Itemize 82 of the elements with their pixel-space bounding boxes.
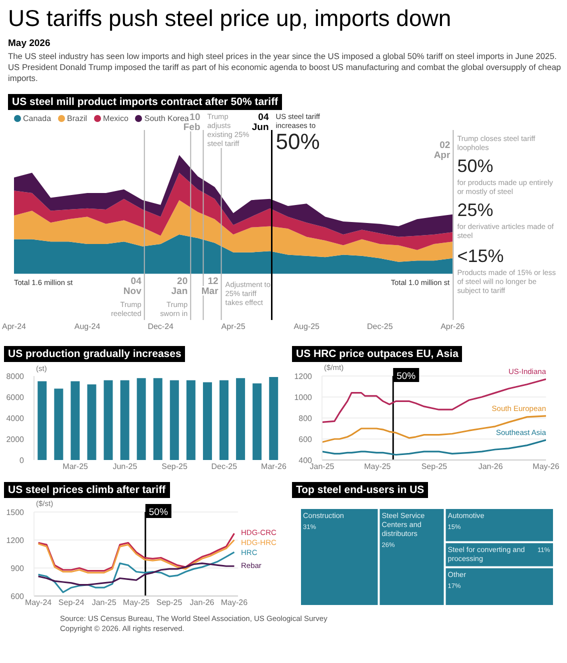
y-tick-label: 400 [298, 456, 313, 465]
y-tick-label: 1000 [294, 393, 313, 402]
text: Top steel end-users in US [292, 482, 428, 498]
line-series [37, 539, 236, 574]
y-tick-label: 2000 [6, 435, 25, 444]
x-tick-label: May-26 [532, 462, 560, 471]
text: 50% [457, 156, 494, 176]
x-tick-label: Jun-25 [112, 462, 138, 471]
bar [220, 380, 229, 460]
bar [120, 380, 130, 460]
y-tick-label: 1200 [6, 536, 25, 545]
x-tick-label: Apr-25 [221, 322, 246, 331]
bar [70, 381, 80, 460]
bar [236, 378, 246, 460]
y-tick-label: 1500 [6, 508, 25, 517]
x-tick-label: Apr-26 [440, 322, 466, 331]
y-tick-label: 1200 [294, 372, 313, 381]
line-series [37, 562, 236, 586]
x-tick-label: Sep-25 [421, 462, 448, 471]
ref-line-label: 50% [148, 507, 168, 518]
y-tick-label: 900 [10, 564, 25, 573]
legend-label: Mexico [102, 114, 128, 123]
bar [170, 380, 179, 460]
x-tick-label: Mar-26 [261, 462, 287, 471]
chart-title: US HRC price outpaces EU, Asia [292, 346, 462, 362]
x-tick-label: Aug-24 [74, 322, 101, 331]
bar [104, 380, 113, 460]
text: 25% [457, 200, 494, 220]
chart-title: US steel prices climb after tariff [4, 482, 170, 498]
legend-label: South Korea [143, 114, 189, 123]
bar [186, 380, 196, 460]
ref-line-label: 04 Jun [252, 112, 270, 133]
text: 50% [276, 129, 320, 154]
line-series [322, 439, 546, 456]
text: <15% [457, 246, 504, 266]
x-tick-label: Dec-24 [148, 322, 174, 331]
y-tick-label: 0 [20, 456, 25, 465]
y-tick-label: 800 [298, 414, 313, 423]
legend-label: Canada [22, 114, 52, 123]
bar [269, 377, 278, 460]
x-tick-label: Apr-24 [2, 322, 27, 331]
legend-label: Brazil [66, 114, 88, 123]
bar [153, 378, 162, 460]
line-series [322, 415, 546, 443]
chart-title: US production gradually increases [4, 346, 186, 362]
line-series [322, 378, 546, 423]
bar [54, 388, 64, 460]
y-tick-label: 600 [10, 592, 25, 601]
x-tick-label: May-25 [122, 598, 150, 607]
text: US tariffs push steel price up, imports down [8, 4, 452, 32]
line-series [37, 532, 236, 572]
x-tick-label: Sep-25 [162, 462, 188, 471]
text: May 2026 [8, 38, 52, 49]
ref-line-label: 04 Nov [123, 276, 142, 297]
y-tick-label: 4000 [6, 414, 25, 423]
x-tick-label: May-25 [364, 462, 392, 471]
x-tick-label: Dec-25 [367, 322, 394, 331]
x-tick-label: Mar-25 [62, 462, 89, 471]
ref-line-label: 50% [396, 371, 416, 382]
ref-line-label: 02 Apr [434, 140, 450, 161]
bar [202, 382, 212, 460]
x-tick-label: Aug-25 [294, 322, 320, 331]
y-tick-label: 600 [298, 435, 313, 444]
x-tick-label: Jan-25 [92, 598, 117, 607]
text: The US steel industry has seen low imports and high steel prices in the year since the US imposed a global 50% tariff on steel imports in June 2025. US President Donald Trump imposed the tariff as part of his economic agenda to boost US manufacturing and combat the global oversupply of cheap imports. [8, 51, 561, 84]
x-tick-label: May-24 [24, 598, 52, 607]
x-tick-label: Jan-26 [478, 462, 504, 471]
bar [87, 384, 96, 460]
y-tick-label: 8000 [6, 372, 25, 381]
bar [38, 381, 47, 460]
x-tick-label: Sep-24 [58, 598, 85, 607]
x-tick-label: Jan-25 [310, 462, 335, 471]
x-tick-label: Dec-25 [211, 462, 238, 471]
chart-title: US steel mill product imports contract after 50% tariff [8, 94, 282, 110]
x-tick-label: May-26 [220, 598, 248, 607]
x-tick-label: Sep-25 [156, 598, 183, 607]
ref-line-label: 20 Jan [171, 276, 188, 297]
line-series [37, 551, 236, 594]
bar [136, 378, 146, 460]
y-tick-label: 6000 [6, 393, 25, 402]
x-tick-label: Jan-26 [190, 598, 215, 607]
bar [252, 383, 262, 460]
